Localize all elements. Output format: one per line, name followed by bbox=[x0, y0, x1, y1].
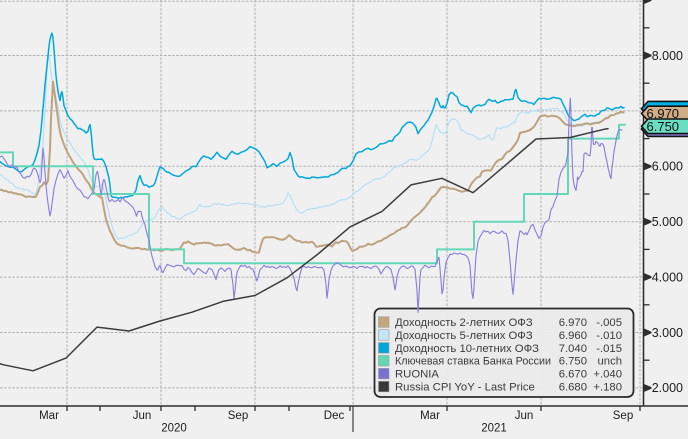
svg-text:4.000: 4.000 bbox=[652, 270, 683, 284]
svg-text:2020: 2020 bbox=[161, 423, 187, 435]
svg-text:-.010: -.010 bbox=[596, 330, 622, 342]
svg-text:2021: 2021 bbox=[481, 423, 507, 435]
svg-text:-.005: -.005 bbox=[596, 317, 622, 329]
svg-text:Доходность 2-летних ОФЗ: Доходность 2-летних ОФЗ bbox=[395, 317, 533, 329]
svg-text:Доходность 5-летних ОФЗ: Доходность 5-летних ОФЗ bbox=[395, 330, 533, 342]
svg-text:5.000: 5.000 bbox=[652, 215, 683, 229]
svg-text:6.970: 6.970 bbox=[647, 106, 680, 121]
svg-text:+.180: +.180 bbox=[593, 382, 622, 394]
svg-text:Sep: Sep bbox=[613, 410, 633, 422]
svg-text:6.960: 6.960 bbox=[559, 330, 587, 342]
svg-text:7.040: 7.040 bbox=[559, 343, 587, 355]
svg-text:Jun: Jun bbox=[515, 410, 534, 422]
svg-text:+.040: +.040 bbox=[593, 369, 622, 381]
svg-text:3.000: 3.000 bbox=[652, 326, 683, 340]
svg-text:6.970: 6.970 bbox=[559, 317, 587, 329]
svg-text:Mar: Mar bbox=[39, 410, 59, 422]
svg-text:Ключевая ставка Банка России: Ключевая ставка Банка России bbox=[395, 356, 551, 368]
svg-text:Sep: Sep bbox=[228, 410, 248, 422]
svg-text:2.000: 2.000 bbox=[652, 381, 683, 395]
svg-text:6.680: 6.680 bbox=[559, 382, 587, 394]
svg-text:6.670: 6.670 bbox=[559, 369, 587, 381]
svg-text:6.750: 6.750 bbox=[559, 356, 587, 368]
svg-text:Russia CPI YoY - Last Price: Russia CPI YoY - Last Price bbox=[395, 382, 535, 394]
svg-text:Доходность 10-летних ОФЗ: Доходность 10-летних ОФЗ bbox=[395, 343, 539, 355]
svg-text:6.750: 6.750 bbox=[647, 119, 680, 134]
svg-text:Mar: Mar bbox=[420, 410, 440, 422]
svg-text:-.015: -.015 bbox=[596, 343, 622, 355]
svg-text:Dec: Dec bbox=[324, 410, 345, 422]
svg-text:Jun: Jun bbox=[133, 410, 152, 422]
svg-text:RUONIA: RUONIA bbox=[395, 369, 439, 381]
svg-text:unch: unch bbox=[598, 356, 623, 368]
svg-text:8.000: 8.000 bbox=[652, 49, 683, 63]
svg-text:6.000: 6.000 bbox=[652, 160, 683, 174]
